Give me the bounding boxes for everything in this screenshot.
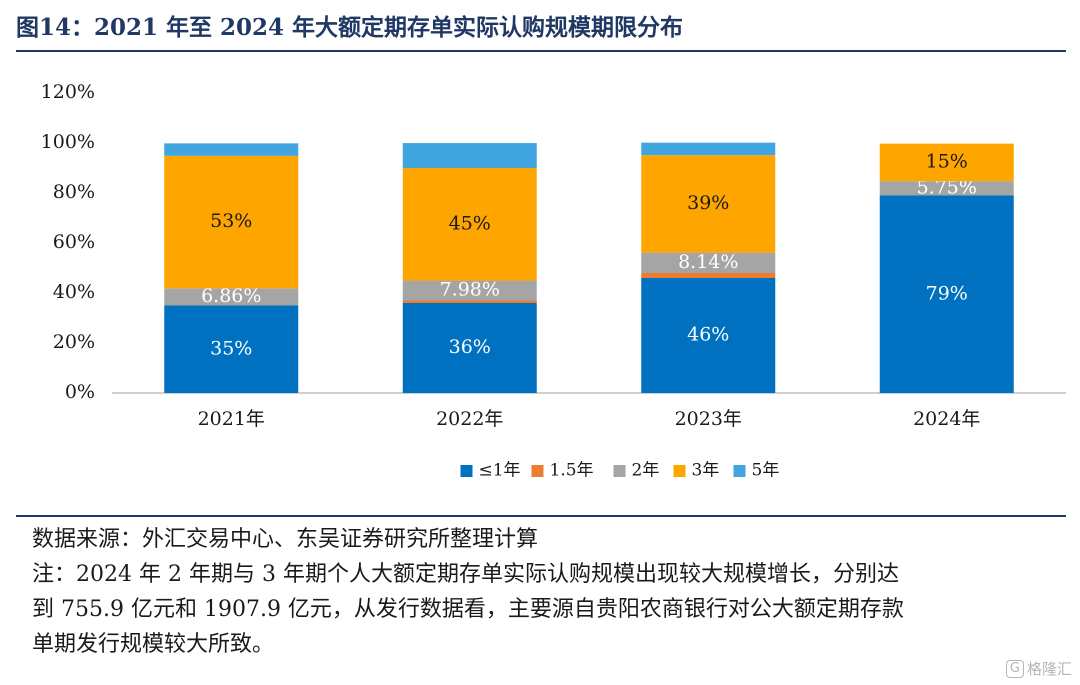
notes-block: 数据来源：外汇交易中心、东吴证券研究所整理计算 注：2024 年 2 年期与 3…	[32, 522, 1072, 662]
source-text: 数据来源：外汇交易中心、东吴证券研究所整理计算	[32, 527, 539, 552]
bar-segment	[879, 143, 1014, 182]
data-label: 53%	[210, 210, 252, 232]
data-label: 46%	[687, 324, 729, 346]
data-label: 8.14%	[678, 251, 738, 273]
data-label: 45%	[449, 212, 491, 234]
data-label: 7.98%	[440, 279, 500, 301]
bar-segment	[641, 142, 776, 156]
bar-segment	[164, 155, 299, 289]
note-line-1: 注：2024 年 2 年期与 3 年期个人大额定期存单实际认购规模出现较大规模增…	[32, 562, 899, 587]
legend-label: 3年	[692, 461, 720, 481]
x-tick-label: 2023年	[675, 408, 742, 430]
bar-segment	[402, 143, 537, 169]
bar-segment	[402, 303, 537, 393]
legend-swatch	[673, 465, 686, 477]
bar-segment	[641, 155, 776, 253]
data-label: 35%	[210, 337, 252, 359]
legend-swatch	[613, 465, 626, 477]
watermark-text: 格隆汇	[1026, 660, 1072, 678]
data-label: 15%	[926, 150, 968, 172]
note-line-2: 到 755.9 亿元和 1907.9 亿元，从发行数据看，主要源自贵阳农商银行对…	[32, 597, 904, 622]
y-tick-label: 100%	[41, 131, 95, 153]
bar-segment	[879, 181, 1014, 196]
bar-segment	[164, 143, 299, 156]
y-tick-label: 80%	[53, 181, 95, 203]
notes-rule	[16, 515, 1066, 517]
data-label: 39%	[687, 192, 729, 214]
legend-swatch	[460, 465, 473, 477]
y-tick-label: 40%	[53, 281, 95, 303]
bar-segment	[164, 288, 299, 306]
legend-label: 2年	[632, 461, 660, 481]
watermark: G 格隆汇	[1005, 658, 1072, 679]
bar-segment	[402, 280, 537, 301]
x-tick-label: 2024年	[913, 408, 980, 430]
y-tick-label: 0%	[65, 381, 95, 403]
data-label: 79%	[926, 282, 968, 304]
bar-segment	[641, 252, 776, 273]
y-tick-label: 120%	[41, 81, 95, 103]
title-rule	[16, 50, 1066, 52]
bar-segment	[879, 195, 1014, 393]
stacked-bar-chart: 0% 20% 40% 60% 80% 100% 120% 35% 6.86% 53% 2021年 36…	[41, 81, 1066, 481]
bar-segment	[402, 300, 537, 303]
y-tick-label: 60%	[53, 231, 95, 253]
legend-label: ≤1年	[479, 461, 521, 481]
bar-segment	[641, 273, 776, 278]
bar-segment	[641, 278, 776, 393]
y-tick-label: 20%	[53, 331, 95, 353]
legend-label: 5年	[752, 461, 780, 481]
legend-swatch	[531, 465, 544, 477]
legend-swatch	[733, 465, 746, 477]
data-label: 36%	[449, 336, 491, 358]
chart-title: 图14：2021 年至 2024 年大额定期存单实际认购规模期限分布	[16, 14, 684, 41]
x-tick-label: 2022年	[436, 408, 503, 430]
bar-segment	[402, 168, 537, 281]
bar-segment	[164, 305, 299, 393]
x-tick-label: 2021年	[198, 408, 265, 430]
watermark-logo-icon: G	[1005, 659, 1024, 678]
legend-label: 1.5年	[550, 461, 594, 481]
data-label: 5.75%	[917, 176, 977, 198]
data-label: 6.86%	[201, 285, 261, 307]
note-line-3: 单期发行规模较大所致。	[32, 632, 275, 657]
